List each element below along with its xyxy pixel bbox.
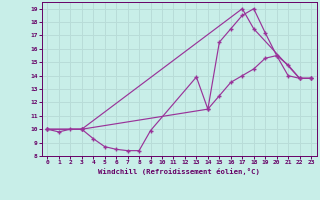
X-axis label: Windchill (Refroidissement éolien,°C): Windchill (Refroidissement éolien,°C) [98,168,260,175]
